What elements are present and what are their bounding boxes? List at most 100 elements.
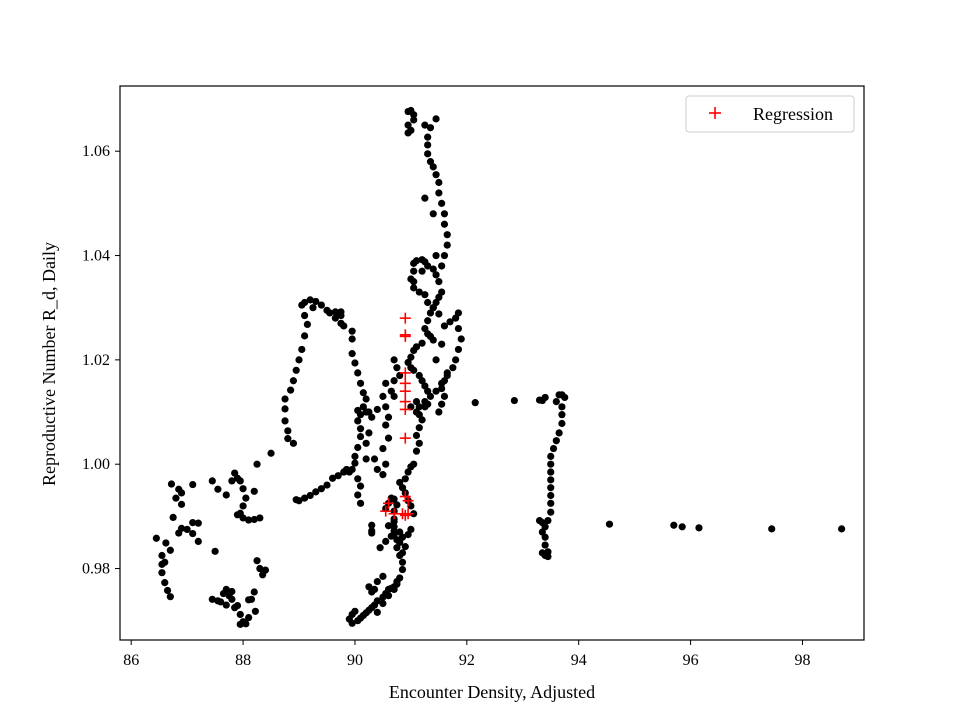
data-point [251, 607, 259, 615]
data-point [208, 477, 216, 485]
data-point [183, 525, 191, 534]
data-point [295, 497, 303, 505]
data-point [250, 588, 258, 596]
data-point [362, 455, 370, 463]
data-point [317, 301, 325, 309]
data-point [356, 379, 365, 387]
legend-regression-marker [709, 107, 721, 119]
data-point [410, 510, 418, 518]
data-point [242, 494, 250, 502]
data-point [312, 488, 320, 496]
data-point [390, 523, 398, 531]
x-tick-label: 88 [235, 652, 251, 669]
data-point [424, 262, 432, 270]
data-point [354, 417, 362, 425]
data-point [328, 474, 337, 482]
data-point [228, 587, 236, 596]
data-point [236, 477, 244, 485]
data-point [245, 613, 253, 622]
data-point [172, 494, 180, 502]
data-point [435, 189, 443, 197]
data-point [407, 525, 415, 534]
data-point [558, 411, 566, 419]
data-point [340, 322, 348, 330]
data-point [390, 495, 398, 503]
data-point [547, 468, 555, 476]
data-point [247, 595, 256, 603]
data-point [412, 257, 421, 265]
regression-point [396, 508, 408, 520]
data-point [410, 460, 418, 468]
data-point [432, 356, 440, 364]
regression-point [399, 330, 411, 342]
data-point [177, 524, 186, 532]
data-point [547, 499, 555, 507]
data-point [208, 595, 216, 603]
data-point [398, 549, 407, 557]
data-point [384, 413, 393, 421]
data-point [373, 608, 381, 616]
data-point [359, 389, 367, 397]
data-point [438, 384, 446, 393]
legend: Regression [685, 95, 855, 133]
data-point [541, 533, 549, 541]
data-point [471, 399, 479, 407]
data-point [158, 569, 166, 577]
data-point [401, 475, 409, 483]
data-point [162, 539, 170, 547]
plot-frame [119, 85, 865, 641]
data-point [440, 377, 449, 385]
data-point [382, 421, 390, 429]
data-point [432, 271, 440, 279]
data-point [356, 499, 365, 507]
data-point [421, 121, 429, 129]
data-point [298, 345, 306, 354]
data-point [384, 522, 393, 530]
data-point [306, 491, 314, 500]
data-point [538, 549, 546, 557]
data-point [547, 460, 555, 468]
data-point [379, 471, 387, 479]
y-tick-label: 1.04 [82, 248, 110, 265]
data-point [418, 267, 426, 275]
data-point [354, 369, 362, 377]
data-point [211, 547, 219, 555]
data-point [236, 610, 244, 619]
data-point [370, 455, 379, 463]
data-point [435, 278, 443, 286]
legend-box [685, 95, 855, 133]
data-point [412, 431, 421, 440]
data-point [217, 598, 225, 606]
x-tick-label: 90 [347, 652, 363, 669]
data-point [351, 452, 359, 460]
data-point [340, 468, 348, 476]
data-point [301, 494, 309, 502]
data-point [555, 429, 563, 437]
y-axis-label: Reproductive Number R_d, Daily [39, 242, 59, 486]
data-point [373, 405, 381, 414]
regression-point [399, 312, 411, 324]
data-point [393, 544, 401, 552]
data-point [356, 425, 365, 433]
data-point [670, 521, 678, 529]
data-point [348, 335, 356, 343]
data-point [242, 620, 250, 628]
data-point [393, 501, 401, 509]
data-point [368, 529, 376, 537]
data-point [250, 515, 258, 524]
data-point [446, 318, 454, 326]
data-point [429, 265, 437, 273]
data-point [410, 267, 418, 275]
data-point [390, 585, 398, 593]
data-point [547, 476, 555, 484]
data-point [561, 393, 569, 402]
data-point [558, 419, 566, 428]
data-point [351, 607, 359, 615]
data-point [161, 579, 169, 587]
data-point [348, 327, 356, 335]
data-point [412, 447, 421, 455]
data-point [373, 465, 381, 474]
data-point [544, 516, 552, 525]
data-point [457, 335, 465, 343]
